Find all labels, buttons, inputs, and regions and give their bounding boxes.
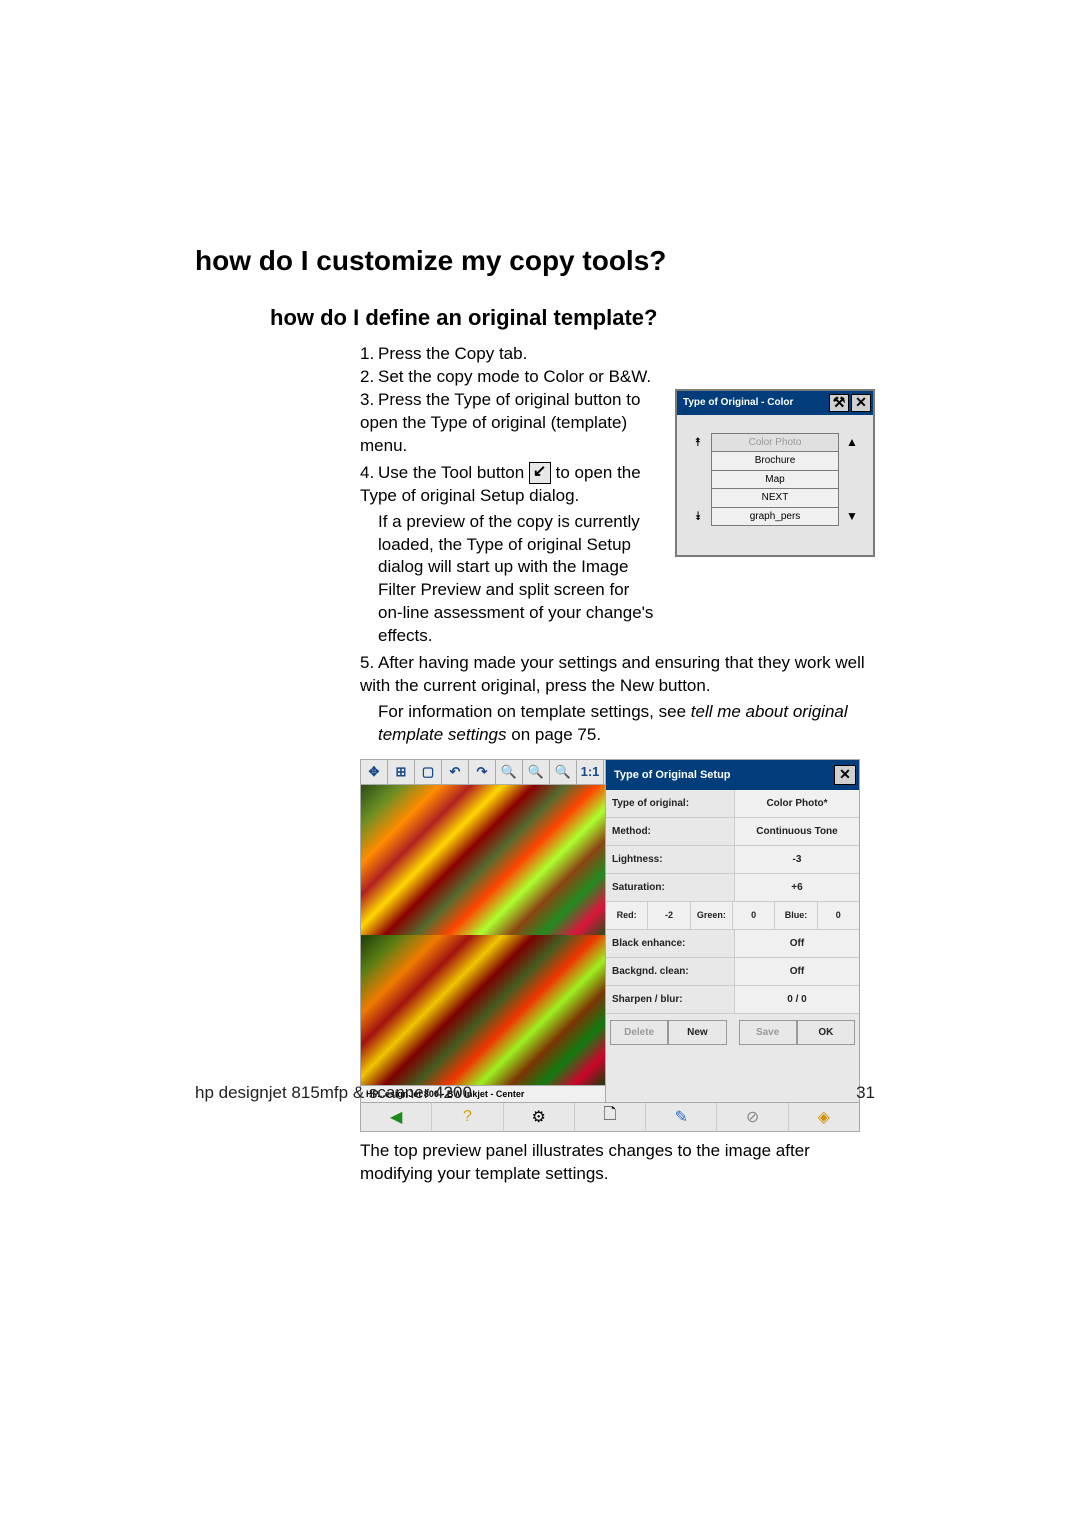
method-value[interactable]: Continuous Tone (734, 818, 859, 845)
step-5-note: For information on template settings, se… (378, 701, 875, 747)
tool-icon[interactable]: ⚒ (829, 394, 849, 412)
list-item[interactable]: Color Photo (711, 433, 839, 453)
edit-icon[interactable]: ✎ (646, 1103, 717, 1131)
back-icon[interactable]: ◀ (361, 1103, 432, 1131)
background-clean-value[interactable]: Off (734, 958, 859, 985)
red-label: Red: (606, 902, 647, 929)
section-title: how do I define an original template? (270, 305, 875, 331)
lightness-value[interactable]: -3 (734, 846, 859, 873)
zoom-out-icon[interactable]: 🔍 (523, 760, 550, 784)
list-item[interactable]: Map (711, 470, 839, 490)
sharpen-blur-value[interactable]: 0 / 0 (734, 986, 859, 1013)
new-button[interactable]: New (668, 1020, 726, 1045)
step-5: 5.After having made your settings and en… (360, 652, 875, 698)
preview-toolbar: ✥ ⊞ ▢ ↶ ↷ 🔍 🔍 🔍 1:1 (361, 760, 605, 785)
red-value[interactable]: -2 (647, 902, 689, 929)
save-button[interactable]: Save (739, 1020, 797, 1045)
one-to-one-icon[interactable]: 1:1 (577, 760, 604, 784)
dialog1-title: Type of Original - Color (683, 396, 793, 410)
zoom-in-icon[interactable]: 🔍 (550, 760, 577, 784)
preview-icon[interactable]: 🗋 (575, 1103, 646, 1131)
step-1: 1.Press the Copy tab. (360, 343, 875, 366)
settings-icon[interactable]: ⚙ (504, 1103, 575, 1131)
close-icon[interactable]: ✕ (834, 765, 856, 785)
preview-top (361, 785, 605, 935)
scroll-up-icon[interactable]: ▲ (841, 433, 863, 451)
scroll-bottom-icon[interactable]: ⯯ (687, 507, 709, 525)
list-item[interactable]: graph_pers (711, 507, 839, 527)
field-label: Method: (606, 818, 734, 845)
zoom-icon[interactable]: 🔍 (496, 760, 523, 784)
step-3: 3.Press the Type of original button to o… (360, 389, 655, 458)
bottom-toolbar: ◀ ? ⚙ 🗋 ✎ ⊘ ◈ (361, 1102, 859, 1131)
page-number: 31 (856, 1083, 875, 1103)
help-icon[interactable]: ? (432, 1103, 503, 1131)
dialog2-title: Type of Original Setup (614, 769, 731, 781)
redo-icon[interactable]: ↷ (469, 760, 496, 784)
field-label: Backgnd. clean: (606, 958, 734, 985)
list-item[interactable]: Brochure (711, 451, 839, 471)
page-icon[interactable]: ▢ (415, 760, 442, 784)
move-icon[interactable]: ✥ (361, 760, 388, 784)
page-title: how do I customize my copy tools? (195, 245, 875, 277)
tool-icon (529, 462, 551, 484)
undo-icon[interactable]: ↶ (442, 760, 469, 784)
preview-bottom (361, 935, 605, 1085)
footer-left: hp designjet 815mfp & scanner 4200 (195, 1083, 472, 1103)
stop-icon[interactable]: ⊘ (717, 1103, 788, 1131)
type-of-original-dialog: Type of Original - Color ⚒ ✕ ⯭ ⯯ Color P… (675, 389, 875, 558)
green-label: Green: (690, 902, 732, 929)
field-label: Sharpen / blur: (606, 986, 734, 1013)
scroll-top-icon[interactable]: ⯭ (687, 433, 709, 451)
step-2: 2.Set the copy mode to Color or B&W. (360, 366, 875, 389)
black-enhance-value[interactable]: Off (734, 930, 859, 957)
paragraph-after: The top preview panel illustrates change… (360, 1140, 875, 1186)
list-item[interactable]: NEXT (711, 488, 839, 508)
type-of-original-setup-dialog: ✥ ⊞ ▢ ↶ ↷ 🔍 🔍 🔍 1:1 HP...esignJet 800 - … (360, 759, 860, 1132)
step-4-note: If a preview of the copy is currently lo… (378, 511, 655, 649)
close-icon[interactable]: ✕ (851, 394, 871, 412)
type-of-original-value[interactable]: Color Photo* (734, 790, 859, 817)
blue-value[interactable]: 0 (817, 902, 859, 929)
field-label: Saturation: (606, 874, 734, 901)
ok-button[interactable]: OK (797, 1020, 855, 1045)
blue-label: Blue: (774, 902, 816, 929)
field-label: Type of original: (606, 790, 734, 817)
fit-icon[interactable]: ⊞ (388, 760, 415, 784)
green-value[interactable]: 0 (732, 902, 774, 929)
field-label: Black enhance: (606, 930, 734, 957)
delete-button[interactable]: Delete (610, 1020, 668, 1045)
scroll-down-icon[interactable]: ▼ (841, 507, 863, 525)
copy-icon[interactable]: ◈ (789, 1103, 859, 1131)
step-4: 4.Use the Tool button to open the Type o… (360, 462, 655, 508)
field-label: Lightness: (606, 846, 734, 873)
saturation-value[interactable]: +6 (734, 874, 859, 901)
